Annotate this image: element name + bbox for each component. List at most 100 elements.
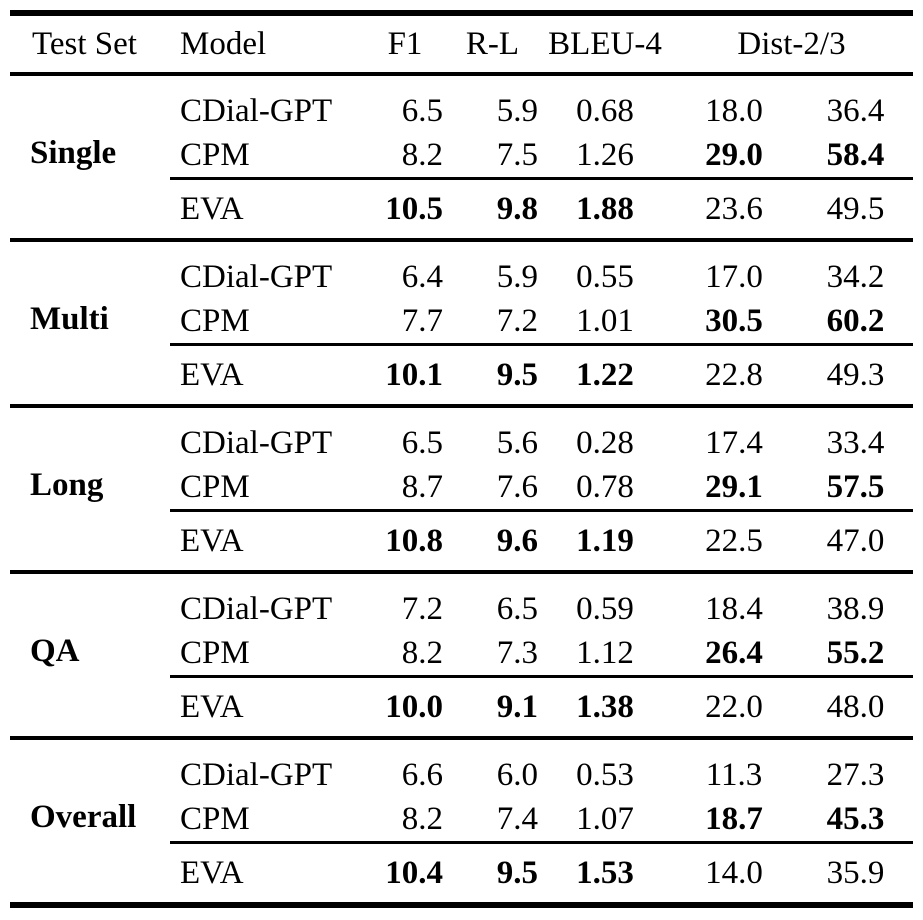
cell-bleu-4: 0.55: [576, 258, 634, 295]
header-f1: F1: [387, 25, 423, 62]
model-name: CPM: [180, 468, 250, 505]
header-model: Model: [180, 25, 267, 62]
table-top-rule: [10, 10, 913, 16]
cell-bleu-4: 0.28: [576, 424, 634, 461]
cell-dist-3-best: 58.4: [826, 136, 885, 173]
cell-f1: 6.6: [401, 756, 443, 793]
cell-dist-2-best: 18.7: [705, 800, 763, 837]
model-name: CPM: [180, 634, 250, 671]
cell-f1-best: 10.8: [385, 522, 443, 559]
cell-bleu-4: 1.26: [576, 136, 634, 173]
header-test-set: Test Set: [32, 25, 137, 62]
cell-bleu-4: 0.68: [576, 92, 634, 129]
cell-r-l-best: 9.8: [496, 190, 538, 227]
cell-f1-best: 10.1: [385, 356, 443, 393]
cell-dist-3: 49.3: [826, 356, 885, 393]
model-name: EVA: [180, 854, 244, 891]
model-name: CPM: [180, 136, 250, 173]
cell-bleu-4: 1.07: [576, 800, 634, 837]
cell-r-l: 6.0: [496, 756, 538, 793]
cell-dist-3: 49.5: [826, 190, 885, 227]
cell-r-l: 7.5: [496, 136, 538, 173]
cell-bleu-4: 1.12: [576, 634, 634, 671]
eva-separator-rule: [170, 343, 913, 346]
cell-r-l: 5.9: [496, 258, 538, 295]
cell-f1: 6.5: [401, 92, 443, 129]
cell-r-l: 7.2: [496, 302, 538, 339]
cell-bleu-4-best: 1.38: [576, 688, 634, 725]
testset-label: Single: [30, 135, 117, 171]
testset-label: QA: [30, 633, 80, 669]
cell-f1-best: 10.5: [385, 190, 443, 227]
cell-f1: 7.7: [401, 302, 443, 339]
cell-bleu-4: 1.01: [576, 302, 634, 339]
table-header-row: Test Set Model F1 R-L BLEU-4 Dist-2/3: [10, 16, 913, 72]
eva-separator-rule: [170, 841, 913, 844]
cell-bleu-4-best: 1.88: [576, 190, 634, 227]
eva-separator-rule: [170, 675, 913, 678]
cell-r-l-best: 9.5: [496, 356, 538, 393]
cell-f1-best: 10.0: [385, 688, 443, 725]
cell-r-l-best: 9.6: [496, 522, 538, 559]
header-r-l: R-L: [465, 25, 520, 62]
cell-dist-3: 36.4: [826, 92, 885, 129]
cell-f1-best: 10.4: [385, 854, 443, 891]
cell-r-l: 5.6: [496, 424, 538, 461]
cell-bleu-4: 0.78: [576, 468, 634, 505]
results-table: Test Set Model F1 R-L BLEU-4 Dist-2/3 Si…: [10, 10, 913, 908]
cell-dist-2: 22.5: [705, 522, 763, 559]
group-long: Long CDial-GPT 6.5 5.6 0.28 17.4 33.4 CP…: [10, 408, 913, 574]
cell-f1: 6.4: [401, 258, 443, 295]
cell-dist-2-best: 30.5: [705, 302, 763, 339]
cell-bleu-4: 0.53: [576, 756, 634, 793]
model-name: CDial-GPT: [180, 590, 333, 627]
cell-bleu-4-best: 1.53: [576, 854, 634, 891]
cell-r-l-best: 9.1: [496, 688, 538, 725]
model-name: EVA: [180, 522, 244, 559]
cell-bleu-4-best: 1.22: [576, 356, 634, 393]
cell-f1: 8.7: [401, 468, 443, 505]
cell-dist-3: 35.9: [826, 854, 885, 891]
cell-r-l: 5.9: [496, 92, 538, 129]
cell-dist-2-best: 26.4: [705, 634, 763, 671]
cell-r-l: 6.5: [496, 590, 538, 627]
cell-r-l-best: 9.5: [496, 854, 538, 891]
testset-label: Overall: [30, 799, 137, 835]
cell-f1: 8.2: [401, 136, 443, 173]
cell-dist-3: 47.0: [826, 522, 885, 559]
model-name: CPM: [180, 302, 250, 339]
eva-separator-rule: [170, 509, 913, 512]
cell-f1: 8.2: [401, 800, 443, 837]
header-dist-2-3: Dist-2/3: [737, 25, 846, 62]
cell-dist-3-best: 55.2: [826, 634, 885, 671]
cell-dist-2: 14.0: [705, 854, 763, 891]
group-single: Single CDial-GPT 6.5 5.9 0.68 18.0 36.4 …: [10, 76, 913, 242]
cell-dist-3-best: 60.2: [826, 302, 885, 339]
cell-dist-3: 33.4: [826, 424, 885, 461]
cell-dist-3: 27.3: [826, 756, 885, 793]
cell-dist-2: 17.0: [705, 258, 763, 295]
cell-dist-2: 18.0: [705, 92, 763, 129]
model-name: CDial-GPT: [180, 756, 333, 793]
testset-label: Long: [30, 467, 104, 503]
model-name: CDial-GPT: [180, 424, 333, 461]
cell-dist-2: 22.0: [705, 688, 763, 725]
cell-dist-2: 23.6: [705, 190, 763, 227]
cell-dist-2: 17.4: [705, 424, 763, 461]
cell-r-l: 7.6: [496, 468, 538, 505]
cell-dist-2-best: 29.0: [705, 136, 763, 173]
model-name: EVA: [180, 356, 244, 393]
model-name: EVA: [180, 190, 244, 227]
cell-bleu-4: 0.59: [576, 590, 634, 627]
eva-separator-rule: [170, 177, 913, 180]
header-bottom-rule: [10, 72, 913, 76]
cell-f1: 8.2: [401, 634, 443, 671]
cell-dist-2: 22.8: [705, 356, 763, 393]
cell-dist-3-best: 57.5: [826, 468, 885, 505]
model-name: CDial-GPT: [180, 92, 333, 129]
model-name: CDial-GPT: [180, 258, 333, 295]
header-bleu-4: BLEU-4: [548, 25, 662, 62]
cell-r-l: 7.4: [496, 800, 538, 837]
cell-f1: 6.5: [401, 424, 443, 461]
